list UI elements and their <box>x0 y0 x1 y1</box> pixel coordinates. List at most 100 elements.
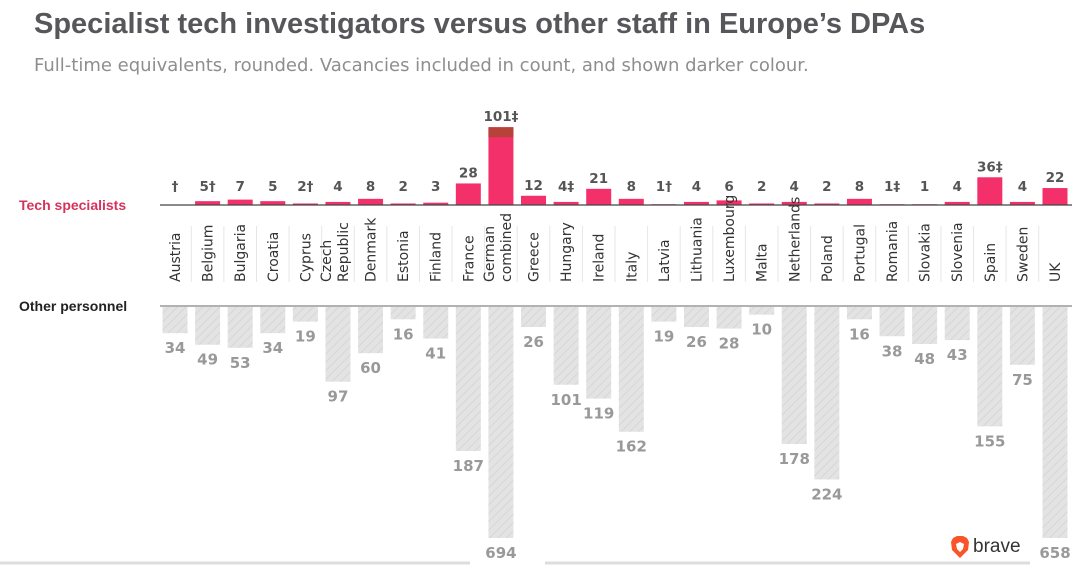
data-label-other: 16 <box>393 325 414 343</box>
data-label-tech: 22 <box>1046 170 1065 186</box>
data-label-tech: 101‡ <box>483 109 518 125</box>
data-label-tech: 2 <box>398 179 407 195</box>
category-label: Bulgaria <box>233 224 249 282</box>
data-label-other: 43 <box>947 346 968 364</box>
bar-tech-denmark <box>358 198 384 205</box>
category-label: Luxembourg <box>722 195 738 282</box>
category-label: Greece <box>527 232 543 282</box>
data-label-other: 658 <box>1039 544 1070 562</box>
bar-tech-poland <box>814 203 840 205</box>
bar-other-portugal <box>846 307 872 320</box>
data-label-tech: 8 <box>855 179 864 195</box>
data-label-other: 28 <box>719 335 740 353</box>
category-label: Croatia <box>266 232 282 282</box>
data-label-tech: 2 <box>822 179 831 195</box>
bar-other-slovakia <box>912 307 938 344</box>
data-label-other: 101 <box>550 391 581 409</box>
data-label-other: 38 <box>882 342 903 360</box>
bar-tech-croatia <box>260 201 286 205</box>
category-label: Malta <box>755 243 771 282</box>
data-label-other: 60 <box>360 359 381 377</box>
data-label-other: 75 <box>1012 371 1033 389</box>
category-label: Cyprus <box>298 233 314 282</box>
data-label-tech: † <box>172 179 179 195</box>
bar-tech-uk <box>1042 188 1068 205</box>
data-label-other: 49 <box>197 351 218 369</box>
bar-other-cyprus <box>292 307 318 322</box>
category-label: Estonia <box>396 230 412 282</box>
data-label-other: 10 <box>751 321 772 339</box>
bar-tech-german-combined <box>488 127 514 205</box>
data-label-tech: 12 <box>524 178 543 194</box>
data-label-other: 48 <box>914 350 935 368</box>
category-label: German <box>482 226 498 282</box>
data-label-tech: 4 <box>1018 179 1027 195</box>
bar-other-estonia <box>390 307 416 320</box>
category-label: Republic <box>336 222 352 282</box>
bar-other-hungary <box>553 307 579 385</box>
series-label-other: Other personnel <box>19 298 127 314</box>
category-label: Hungary <box>559 222 575 282</box>
bar-other-latvia <box>651 307 677 322</box>
bar-other-croatia <box>260 307 286 334</box>
bar-other-bulgaria <box>227 307 253 348</box>
bar-tech-italy <box>618 198 644 205</box>
data-label-tech: 3 <box>431 179 440 195</box>
bar-other-ireland <box>586 307 612 399</box>
bar-tech-france <box>455 183 481 205</box>
category-label: France <box>461 235 477 282</box>
data-label-tech: 6 <box>724 179 733 195</box>
category-label: Spain <box>983 243 999 282</box>
bar-other-lithuania <box>683 307 709 328</box>
bar-other-luxembourg <box>716 307 742 329</box>
bar-tech-czech-republic <box>325 201 351 205</box>
bar-tech-finland <box>423 202 449 205</box>
data-label-other: 53 <box>230 354 251 372</box>
bar-tech-spain <box>977 177 1003 205</box>
bar-tech-vacancies <box>488 127 514 138</box>
bar-other-denmark <box>358 307 384 354</box>
data-label-other: 34 <box>165 339 186 357</box>
category-label: Ireland <box>592 234 608 282</box>
category-label: combined <box>499 213 515 282</box>
bar-tech-sweden <box>1009 201 1035 205</box>
data-label-tech: 5 <box>268 179 277 195</box>
category-label: Slovakia <box>918 223 934 282</box>
data-label-tech: 1‡ <box>884 179 900 195</box>
category-label: Portugal <box>852 224 868 282</box>
data-label-tech: 1 <box>920 179 929 195</box>
bar-tech-ireland <box>586 188 612 205</box>
bar-tech-bulgaria <box>227 199 253 205</box>
brave-wordmark: brave <box>973 536 1021 557</box>
bar-other-german-combined <box>488 307 514 538</box>
data-label-tech: 4 <box>692 179 701 195</box>
bar-tech-lithuania <box>683 201 709 205</box>
category-label: Poland <box>820 235 836 282</box>
data-label-tech: 1† <box>656 179 672 195</box>
data-label-other: 119 <box>583 405 614 423</box>
data-label-tech: 4 <box>333 179 342 195</box>
bar-other-uk <box>1042 307 1068 538</box>
bar-other-slovenia <box>944 307 970 341</box>
bar-other-austria <box>162 307 188 334</box>
category-label: Austria <box>168 233 184 282</box>
category-label: Czech <box>319 240 335 282</box>
data-label-tech: 28 <box>459 165 478 181</box>
brave-logo: brave <box>950 536 1021 558</box>
data-label-tech: 5† <box>200 179 216 195</box>
category-label: Belgium <box>201 225 217 282</box>
bar-tech-estonia <box>390 203 416 205</box>
bar-other-romania <box>879 307 905 337</box>
data-label-other: 26 <box>523 333 544 351</box>
category-label: Denmark <box>364 217 380 282</box>
data-label-other: 41 <box>425 345 446 363</box>
chart-subtitle: Full-time equivalents, rounded. Vacancie… <box>34 55 809 76</box>
data-label-tech: 36‡ <box>977 159 1003 175</box>
data-label-tech: 2† <box>297 179 313 195</box>
bar-other-france <box>455 307 481 451</box>
bar-tech-slovenia <box>944 201 970 205</box>
bar-other-finland <box>423 307 449 339</box>
data-label-tech: 4 <box>790 179 799 195</box>
bar-other-poland <box>814 307 840 480</box>
